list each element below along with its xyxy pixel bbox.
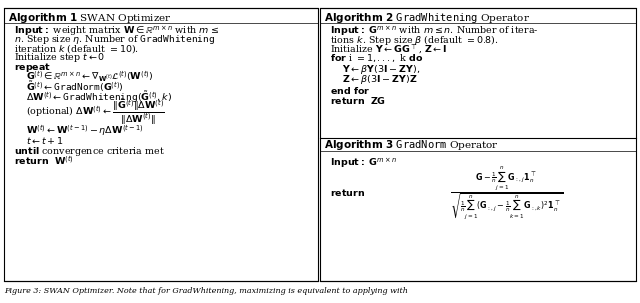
Text: (optional) $\Delta\mathbf{W}^{(t)} \leftarrow \dfrac{\|\tilde{\mathbf{G}}^{(t)}\: (optional) $\Delta\mathbf{W}^{(t)} \left… [26, 97, 165, 127]
Text: $\mathbf{G}^{(t)} \in \mathbb{R}^{m \times n} \leftarrow \nabla_{\mathbf{W}^{(t): $\mathbf{G}^{(t)} \in \mathbb{R}^{m \tim… [26, 70, 154, 84]
Text: $\mathbf{Y} \leftarrow \beta\mathbf{Y}(3\mathbf{I} - \mathbf{ZY}),$: $\mathbf{Y} \leftarrow \beta\mathbf{Y}(3… [342, 62, 420, 75]
Text: $\mathbf{end\ for}$: $\mathbf{end\ for}$ [330, 85, 371, 95]
Text: $\mathbf{for}$ i $= 1,...,$ k $\mathbf{do}$: $\mathbf{for}$ i $= 1,...,$ k $\mathbf{d… [330, 52, 423, 64]
Text: $\Delta\mathbf{W}^{(t)} \leftarrow \mathtt{GradWhitening}(\tilde{\mathbf{G}}^{(t: $\Delta\mathbf{W}^{(t)} \leftarrow \math… [26, 89, 172, 105]
Text: Initialize $\mathbf{Y} \leftarrow \mathbf{GG}^\top$, $\mathbf{Z} \leftarrow \mat: Initialize $\mathbf{Y} \leftarrow \mathb… [330, 42, 447, 56]
Text: Figure 3: SWAN Optimizer. Note that for GradWhitening, maximizing is equivalent : Figure 3: SWAN Optimizer. Note that for … [4, 287, 408, 295]
Text: $\mathbf{Algorithm\ 2}$ $\mathtt{GradWhitening}$ Operator: $\mathbf{Algorithm\ 2}$ $\mathtt{GradWhi… [324, 11, 530, 25]
Bar [4, 8, 318, 281]
Text: $\tilde{\mathbf{G}}^{(t)} \leftarrow \mathtt{GradNorm}(\mathbf{G}^{(t)})$: $\tilde{\mathbf{G}}^{(t)} \leftarrow \ma… [26, 80, 124, 95]
Text: $\mathbf{Z} \leftarrow \beta(3\mathbf{I} - \mathbf{ZY})\mathbf{Z}$: $\mathbf{Z} \leftarrow \beta(3\mathbf{I}… [342, 72, 417, 85]
Text: $\mathbf{Algorithm\ 3}$ $\mathtt{GradNorm}$ Operator: $\mathbf{Algorithm\ 3}$ $\mathtt{GradNor… [324, 138, 499, 152]
Text: $t \leftarrow t + 1$: $t \leftarrow t + 1$ [26, 135, 64, 146]
Text: $\mathbf{return}\ \ \mathbf{W}^{(t)}$: $\mathbf{return}\ \ \mathbf{W}^{(t)}$ [14, 155, 74, 168]
Text: tions $k$. Step size $\beta$ (default $= 0.8$).: tions $k$. Step size $\beta$ (default $=… [330, 33, 499, 47]
Text: $\mathbf{Input:}$ $\mathbf{G}^{m \times n}$ with $m \leq n$. Number of itera-: $\mathbf{Input:}$ $\mathbf{G}^{m \times … [330, 24, 538, 38]
Text: $\dfrac{\mathbf{G} - \frac{1}{n}\sum_{j=1}^{n}\mathbf{G}_{:,j}\mathbf{1}_n^\top}: $\dfrac{\mathbf{G} - \frac{1}{n}\sum_{j=… [450, 165, 563, 221]
Text: Initialize step $t \leftarrow 0$: Initialize step $t \leftarrow 0$ [14, 52, 106, 65]
Text: $\mathbf{repeat}$: $\mathbf{repeat}$ [14, 62, 51, 75]
Text: $\mathbf{W}^{(t)} \leftarrow \mathbf{W}^{(t-1)} - \eta\Delta\mathbf{W}^{(t-1)}$: $\mathbf{W}^{(t)} \leftarrow \mathbf{W}^… [26, 124, 143, 138]
Text: $\mathbf{return}$: $\mathbf{return}$ [330, 188, 365, 198]
Text: $\mathbf{Input:}$ weight matrix $\mathbf{W} \in \mathbb{R}^{m \times n}$ with $m: $\mathbf{Input:}$ weight matrix $\mathbf… [14, 24, 219, 38]
Text: $\mathbf{until}$ convergence criteria met: $\mathbf{until}$ convergence criteria me… [14, 145, 165, 158]
Text: iteration $k$ (default $= 10$).: iteration $k$ (default $= 10$). [14, 42, 139, 55]
Bar [320, 8, 636, 281]
Text: $\mathbf{Input:}$ $\mathbf{G}^{m \times n}$: $\mathbf{Input:}$ $\mathbf{G}^{m \times … [330, 156, 397, 170]
Text: $\mathbf{Algorithm\ 1}$ SWAN Optimizer: $\mathbf{Algorithm\ 1}$ SWAN Optimizer [8, 11, 172, 25]
Text: $n$. Step size $\eta$. Number of $\mathtt{GradWhitening}$: $n$. Step size $\eta$. Number of $\matht… [14, 34, 215, 46]
Text: $\mathbf{return}\ \ \mathbf{ZG}$: $\mathbf{return}\ \ \mathbf{ZG}$ [330, 95, 386, 106]
